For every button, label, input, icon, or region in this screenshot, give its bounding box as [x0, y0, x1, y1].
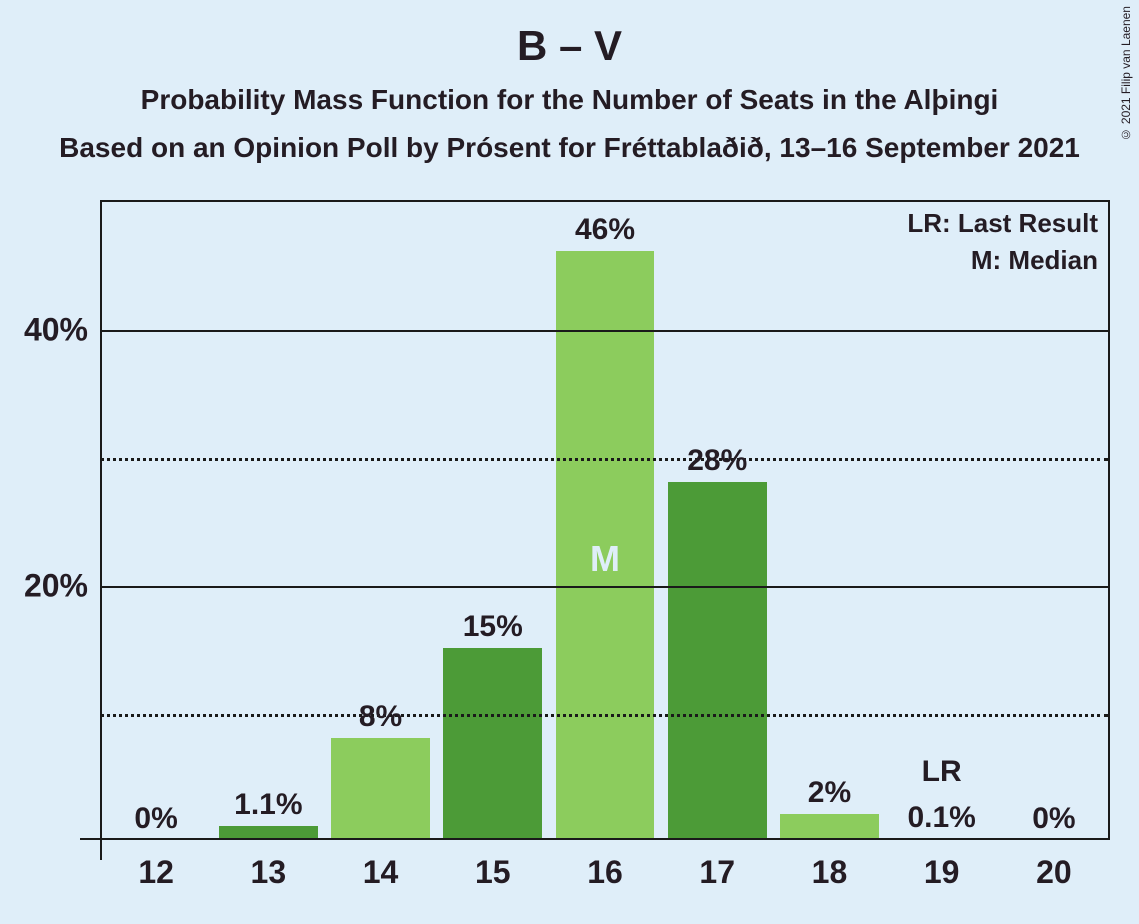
- y-tick-label: 20%: [24, 568, 100, 605]
- bar: [331, 738, 430, 840]
- x-tick-label: 20: [1036, 840, 1072, 891]
- plot-area: 20%40%0%121.1%138%1415%1546%1628%172%180…: [100, 200, 1110, 840]
- chart-subtitle-1: Probability Mass Function for the Number…: [0, 70, 1139, 116]
- bar-value-label: 28%: [687, 444, 747, 478]
- x-tick-label: 13: [251, 840, 287, 891]
- gridline-minor: [100, 458, 1108, 461]
- gridline-minor: [100, 714, 1108, 717]
- bar-value-label: 0%: [134, 802, 177, 836]
- bars-layer: [100, 202, 1108, 840]
- legend: LR: Last Result M: Median: [907, 208, 1098, 282]
- median-marker: M: [590, 538, 620, 580]
- bar-value-label: 15%: [463, 610, 523, 644]
- x-tick-label: 12: [138, 840, 174, 891]
- bar-value-label: 0.1%: [907, 801, 975, 835]
- copyright-text: © 2021 Filip van Laenen: [1119, 6, 1133, 141]
- x-tick-label: 18: [812, 840, 848, 891]
- chart-container: B – V Probability Mass Function for the …: [0, 0, 1139, 924]
- bar-value-label: 2%: [808, 776, 851, 810]
- y-axis: [100, 200, 102, 860]
- bar: [668, 482, 767, 840]
- x-tick-label: 19: [924, 840, 960, 891]
- gridline-major: [100, 330, 1108, 332]
- bar-value-label: 8%: [359, 700, 402, 734]
- bar: [780, 814, 879, 840]
- gridline-major: [100, 586, 1108, 588]
- legend-line: LR: Last Result: [907, 208, 1098, 239]
- x-tick-label: 16: [587, 840, 623, 891]
- chart-title: B – V: [0, 0, 1139, 70]
- bar: [443, 648, 542, 840]
- last-result-marker: LR: [922, 755, 962, 789]
- x-tick-label: 17: [699, 840, 735, 891]
- x-tick-label: 15: [475, 840, 511, 891]
- chart-subtitle-2: Based on an Opinion Poll by Prósent for …: [0, 116, 1139, 164]
- x-tick-label: 14: [363, 840, 399, 891]
- bar-value-label: 46%: [575, 213, 635, 247]
- bar-value-label: 0%: [1032, 802, 1075, 836]
- legend-line: M: Median: [907, 245, 1098, 276]
- bar-value-label: 1.1%: [234, 788, 302, 822]
- y-tick-label: 40%: [24, 312, 100, 349]
